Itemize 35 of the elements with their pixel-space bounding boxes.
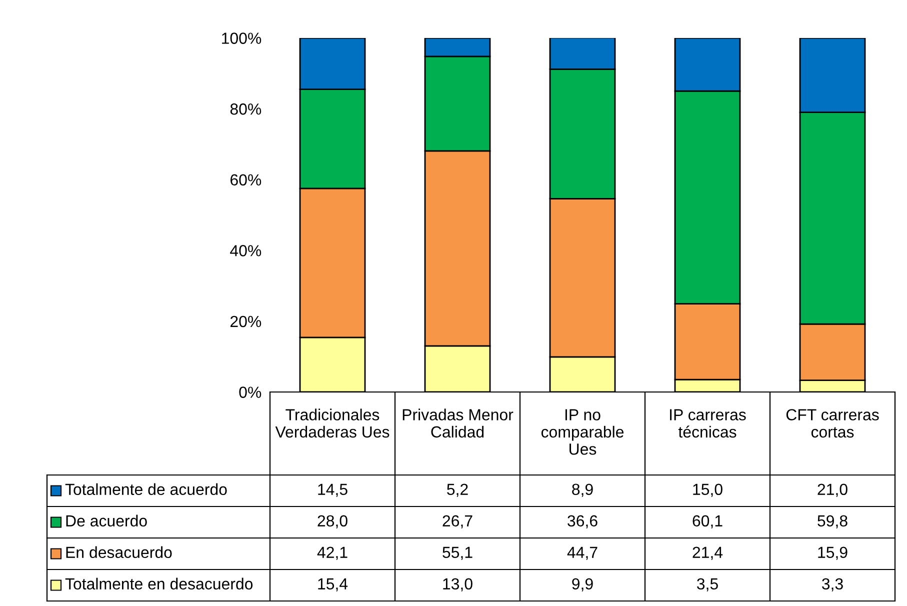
x-tick-label: IP carreras técnicas [670, 409, 746, 438]
data-label: 13,0 [443, 578, 472, 592]
legend-label: Totalmente de acuerdo [65, 483, 227, 496]
data-label: 3,3 [822, 578, 843, 592]
y-tick-label: 100% [222, 32, 262, 44]
data-label: 9,9 [572, 578, 593, 592]
x-tick-label: Privadas Menor Calidad [402, 408, 514, 438]
data-label: 14,5 [318, 484, 348, 497]
legend-label: Totalmente en desacuerdo [65, 578, 253, 590]
data-label: 3,5 [697, 578, 718, 592]
data-label: 8,9 [572, 484, 593, 497]
data-label: 28,0 [318, 515, 348, 528]
data-label: 26,7 [442, 515, 472, 528]
data-label: 15,0 [693, 484, 722, 497]
y-tick-label: 80% [230, 103, 262, 115]
y-tick-label: 60% [230, 174, 262, 186]
legend-label: En desacuerdo [66, 546, 172, 558]
x-tick-label: IP no comparable Ues [541, 409, 624, 455]
data-label: 36,6 [568, 515, 598, 528]
x-tick-label: CFT carreras cortas [786, 409, 879, 438]
data-label: 21,4 [692, 546, 723, 560]
data-label: 55,1 [442, 546, 472, 560]
data-label: 15,4 [318, 578, 348, 592]
data-label: 60,1 [692, 515, 722, 528]
y-tick-label: 20% [230, 316, 262, 328]
legend-label: De acuerdo [66, 514, 147, 527]
data-label: 5,2 [447, 484, 468, 497]
data-label: 15,9 [818, 546, 848, 560]
data-label: 44,7 [567, 546, 598, 560]
x-tick-label: Tradicionales Verdaderas Ues [275, 408, 390, 438]
data-label: 59,8 [818, 515, 848, 528]
data-label: 21,0 [818, 484, 848, 497]
y-tick-label: 40% [230, 245, 262, 256]
data-label: 42,1 [317, 546, 348, 560]
y-tick-label: 0% [239, 386, 262, 398]
